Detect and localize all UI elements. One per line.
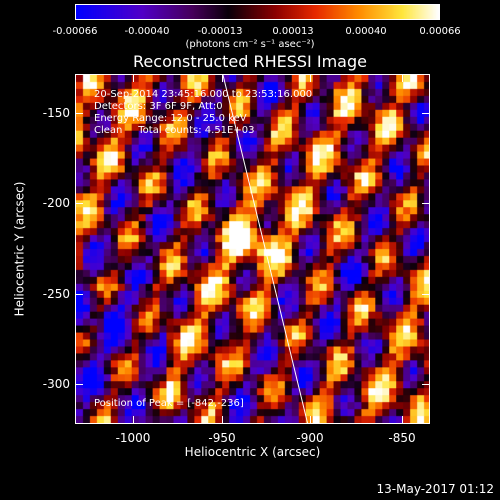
colorbar-tick: 0.00066 — [419, 26, 461, 37]
heatmap-image — [76, 75, 429, 423]
tick-mark — [75, 294, 83, 295]
tick-mark — [422, 384, 430, 385]
plot-title: Reconstructed RHESSI Image — [133, 52, 367, 71]
colorbar-tick: -0.00040 — [124, 26, 170, 37]
tick-mark — [422, 203, 430, 204]
info-line-counts: Clean Total counts: 4.51E+03 — [94, 125, 255, 136]
info-line-time: 20-Sep-2014 23:45:16.000 to 23:53:16.000 — [94, 89, 313, 100]
x-tick-label: -850 — [388, 431, 416, 445]
timestamp-footer: 13-May-2017 01:12 — [376, 482, 494, 496]
tick-mark — [222, 74, 223, 82]
tick-mark — [310, 74, 311, 82]
tick-mark — [402, 416, 403, 424]
tick-mark — [133, 416, 134, 424]
y-tick-label: -300 — [42, 377, 70, 391]
y-tick-label: -200 — [42, 196, 70, 210]
colorbar-tick: -0.00013 — [197, 26, 243, 37]
colorbar — [75, 4, 440, 20]
limb-line-path — [222, 75, 309, 423]
info-line-detectors: Detectors: 3F 6F 9F, Att:0 — [94, 101, 223, 112]
peak-position: Position of Peak = [-842,-236] — [94, 398, 244, 409]
colorbar-tick: 0.00013 — [272, 26, 314, 37]
info-line-energy: Energy Range: 12.0 - 25.0 keV — [94, 113, 247, 124]
tick-mark — [310, 416, 311, 424]
colorbar-gradient — [76, 5, 439, 19]
colorbar-tick: 0.00040 — [345, 26, 387, 37]
y-tick-label: -250 — [42, 287, 70, 301]
x-tick-label: -950 — [208, 431, 236, 445]
tick-mark — [133, 74, 134, 82]
tick-mark — [75, 384, 83, 385]
tick-mark — [422, 294, 430, 295]
colorbar-units: (photons cm⁻² s⁻¹ asec⁻²) — [185, 39, 315, 50]
x-tick-label: -900 — [296, 431, 324, 445]
tick-mark — [222, 416, 223, 424]
tick-mark — [402, 74, 403, 82]
x-axis-label: Heliocentric X (arcsec) — [184, 445, 321, 459]
y-axis-label: Heliocentric Y (arcsec) — [12, 181, 27, 317]
tick-mark — [75, 113, 83, 114]
colorbar-tick: -0.00066 — [52, 26, 98, 37]
y-tick-label: -150 — [42, 106, 70, 120]
tick-mark — [75, 203, 83, 204]
limb-line — [222, 75, 309, 423]
tick-mark — [422, 113, 430, 114]
x-tick-label: -1000 — [115, 431, 151, 445]
image-plot[interactable]: 20-Sep-2014 23:45:16.000 to 23:53:16.000… — [75, 74, 430, 424]
